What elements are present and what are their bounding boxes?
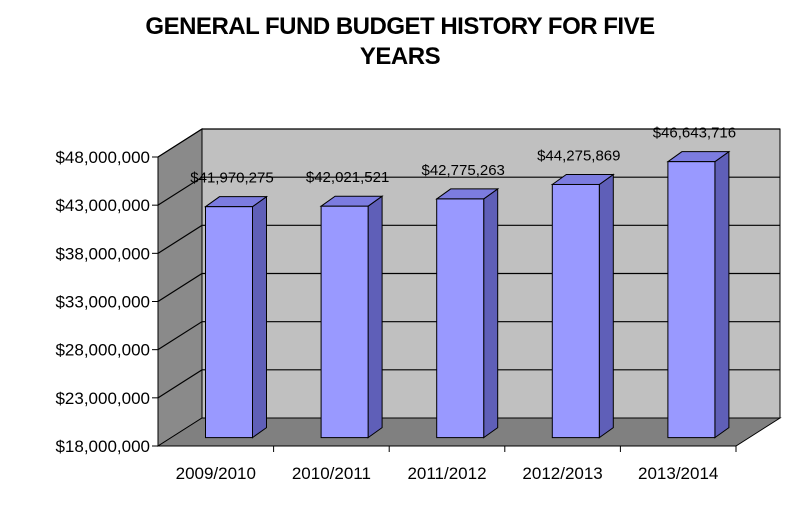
bar (551, 183, 600, 439)
bar (436, 198, 485, 439)
data-label: $44,275,869 (537, 147, 620, 164)
x-tick-label: 2009/2010 (176, 464, 256, 483)
y-tick-label: $18,000,000 (55, 437, 150, 456)
y-tick-label: $38,000,000 (55, 244, 150, 263)
data-label: $42,775,263 (421, 162, 504, 179)
x-tick-label: 2011/2012 (407, 464, 486, 483)
y-tick-label: $23,000,000 (55, 389, 150, 408)
y-tick-label: $43,000,000 (55, 196, 150, 215)
x-tick-label: 2010/2011 (292, 464, 371, 483)
bar (320, 205, 369, 439)
chart-title: GENERAL FUND BUDGET HISTORY FOR FIVE YEA… (0, 12, 800, 72)
bar (667, 161, 716, 439)
data-label: $46,643,716 (653, 125, 736, 142)
y-tick-label: $48,000,000 (55, 148, 150, 167)
y-tick-label: $33,000,000 (55, 293, 150, 312)
chart-title-line-2: YEARS (359, 43, 441, 70)
gridline (157, 128, 780, 158)
chart-title-line-1: GENERAL FUND BUDGET HISTORY FOR FIVE (145, 13, 655, 40)
x-tick-label: 2012/2013 (522, 464, 602, 483)
bar (205, 206, 253, 439)
bar-side (483, 187, 499, 439)
x-tick-label: 2013/2014 (638, 464, 718, 483)
bar-side (598, 173, 614, 439)
bar-side (714, 150, 730, 439)
bar-side (252, 195, 267, 439)
bar-side (367, 195, 383, 439)
data-label: $41,970,275 (190, 170, 273, 187)
y-tick-label: $28,000,000 (55, 341, 150, 360)
data-label: $42,021,521 (306, 169, 389, 186)
